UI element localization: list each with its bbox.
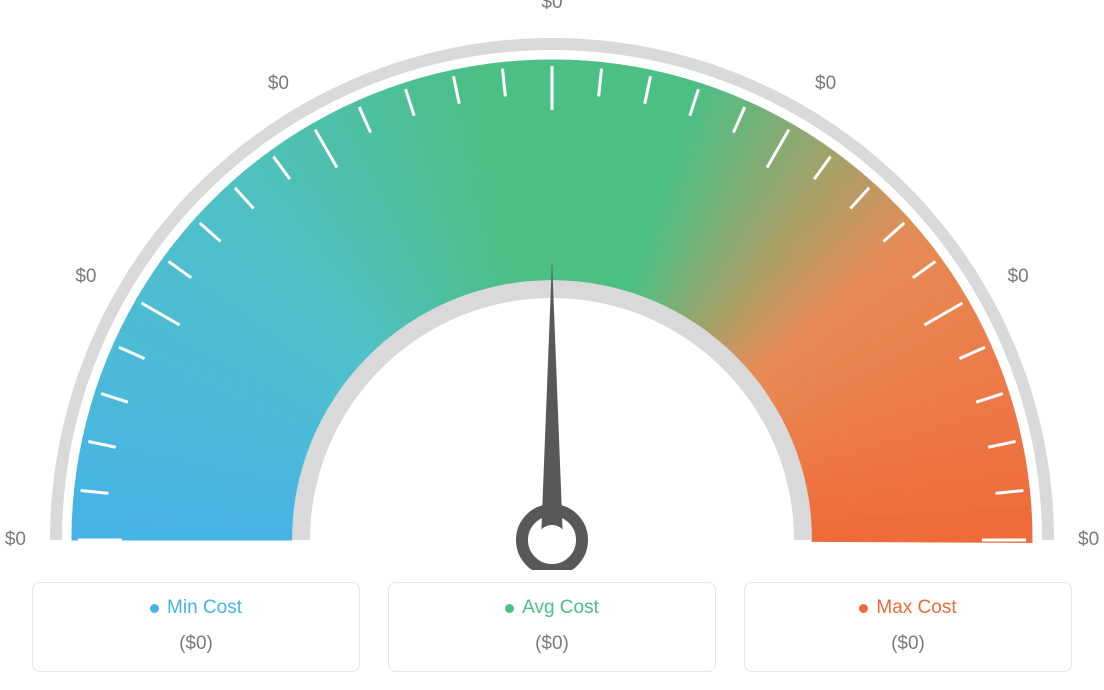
legend-row: Min Cost ($0) Avg Cost ($0) Max Cost ($0… — [32, 582, 1072, 672]
legend-label-avg: Avg Cost — [522, 597, 599, 619]
legend-dot-min — [150, 604, 159, 613]
scale-label: $0 — [541, 0, 562, 14]
gauge-chart: $0$0$0$0$0$0$0 — [22, 10, 1082, 570]
scale-label: $0 — [815, 73, 836, 95]
legend-card-avg: Avg Cost ($0) — [388, 582, 716, 672]
legend-title-avg: Avg Cost — [505, 597, 599, 619]
legend-value-min: ($0) — [43, 633, 349, 655]
scale-label: $0 — [5, 529, 26, 551]
gauge-svg — [22, 10, 1082, 570]
legend-card-min: Min Cost ($0) — [32, 582, 360, 672]
legend-title-max: Max Cost — [859, 597, 956, 619]
legend-label-min: Min Cost — [167, 597, 242, 619]
legend-title-min: Min Cost — [150, 597, 242, 619]
legend-value-max: ($0) — [755, 633, 1061, 655]
scale-label: $0 — [1078, 529, 1099, 551]
legend-dot-max — [859, 604, 868, 613]
scale-label: $0 — [1008, 266, 1029, 288]
scale-label: $0 — [268, 73, 289, 95]
legend-card-max: Max Cost ($0) — [744, 582, 1072, 672]
legend-dot-avg — [505, 604, 514, 613]
scale-label: $0 — [75, 266, 96, 288]
legend-label-max: Max Cost — [876, 597, 956, 619]
legend-value-avg: ($0) — [399, 633, 705, 655]
